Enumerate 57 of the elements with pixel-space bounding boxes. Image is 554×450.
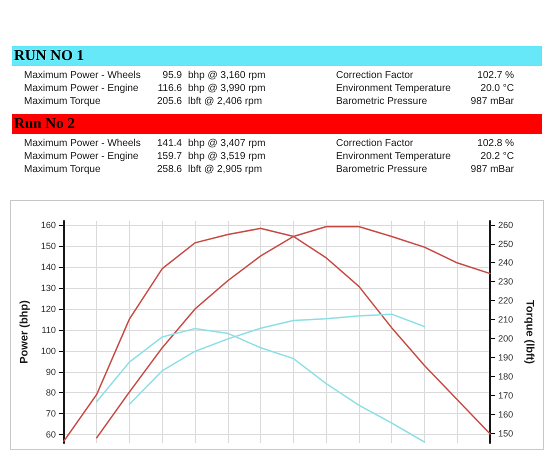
text: lbft @ 2,905 rpm <box>188 163 264 176</box>
text: 987 mBar <box>470 95 514 108</box>
y2-tick-label: 250 <box>498 238 514 249</box>
text: bhp @ 3,160 rpm <box>188 69 266 82</box>
y-tick-label: 160 <box>40 220 56 230</box>
y-tick-label: 80 <box>46 388 56 398</box>
y-tick-label: 130 <box>40 283 56 294</box>
y-tick-label: 120 <box>40 304 56 314</box>
text: 20.0 °C <box>480 82 514 95</box>
text: Maximum Torque <box>24 163 102 176</box>
text: Maximum Power - Wheels <box>24 137 142 150</box>
y2-tick-label: 170 <box>498 390 514 401</box>
text: 102.8 % <box>476 137 514 150</box>
text: Maximum Power - Engine <box>24 82 140 95</box>
text: Maximum Torque <box>24 95 102 108</box>
y2-tick-label: 230 <box>498 276 514 287</box>
text: RUN NO 1 <box>12 46 542 66</box>
text: Maximum Power - Engine <box>24 150 140 163</box>
y2-tick-label: 220 <box>498 296 514 306</box>
text: Correction Factor <box>335 137 414 150</box>
y2-tick-label: 200 <box>498 334 514 344</box>
text: Barometric Pressure <box>335 163 428 176</box>
y-tick-label: 100 <box>40 346 56 356</box>
text: 102.7 % <box>476 69 514 82</box>
y-tick-label: 110 <box>42 324 56 335</box>
text: 987 mBar <box>470 163 514 176</box>
text: 159.7 <box>156 150 183 163</box>
text: 258.6 <box>156 163 183 176</box>
y2-tick-label: 210 <box>498 314 514 325</box>
y-tick-label: 90 <box>46 366 56 377</box>
text: 95.9 <box>162 69 183 82</box>
y2-tick-label: 160 <box>498 410 514 420</box>
y2-tick-label: 190 <box>498 352 514 363</box>
text: lbft @ 2,406 rpm <box>188 95 264 108</box>
text: 116.6 <box>156 82 183 95</box>
text: bhp @ 3,990 rpm <box>188 82 266 95</box>
y2-tick-label: 180 <box>498 372 514 382</box>
text: 141.4 <box>156 137 183 150</box>
y-tick-label: 70 <box>46 408 56 419</box>
text: Environment Temperature <box>335 150 452 163</box>
y2-tick-label: 240 <box>498 258 514 268</box>
text: Barometric Pressure <box>335 95 428 108</box>
text: 20.2 °C <box>480 150 514 163</box>
y-tick-label: 150 <box>40 241 56 252</box>
text: Maximum Power - Wheels <box>24 69 142 82</box>
y-tick-label: 60 <box>46 430 56 440</box>
text: Environment Temperature <box>335 82 452 95</box>
text: 205.6 <box>156 95 183 108</box>
y2-tick-label: 150 <box>498 428 514 439</box>
y-axis-title: Power (bhp) <box>18 300 30 364</box>
text: Run No 2 <box>12 114 542 134</box>
text: bhp @ 3,407 rpm <box>188 137 266 150</box>
y2-tick-label: 260 <box>498 220 514 230</box>
y-tick-label: 140 <box>40 262 56 272</box>
y2-axis-title: Torque (lbft) <box>524 300 536 364</box>
text: bhp @ 3,519 rpm <box>188 150 266 163</box>
text: Correction Factor <box>335 69 414 82</box>
